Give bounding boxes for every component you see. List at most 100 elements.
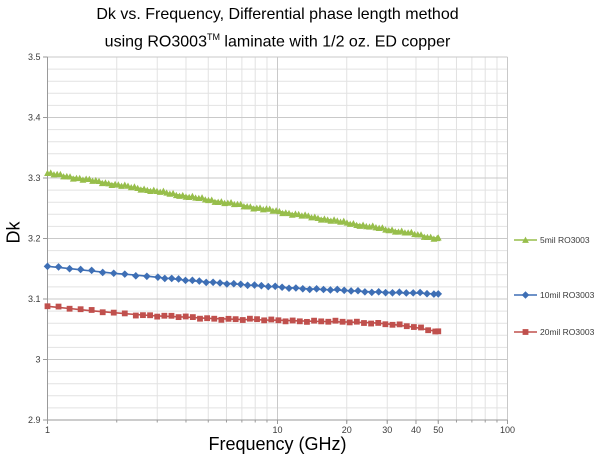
data-point-marker — [175, 314, 182, 321]
y-tick-label: 3.5 — [28, 52, 41, 62]
data-point-marker — [264, 282, 273, 291]
data-point-marker — [423, 289, 431, 298]
legend-label: 20mil RO3003 — [540, 327, 595, 337]
data-point-marker — [275, 207, 283, 215]
y-tick-label: 3.2 — [28, 234, 41, 244]
data-point-marker — [261, 317, 268, 324]
data-point-marker — [120, 270, 129, 278]
chart-title-line2: using RO3003TM laminate with 1/2 oz. ED … — [104, 32, 451, 51]
data-point-marker — [110, 309, 117, 316]
data-point-marker — [381, 288, 390, 297]
data-point-marker — [325, 318, 332, 325]
data-point-marker — [266, 205, 274, 212]
x-tick-label: 50 — [433, 425, 443, 435]
data-point-marker — [522, 236, 529, 243]
data-point-marker — [432, 328, 439, 335]
data-point-marker — [54, 263, 63, 271]
data-point-marker — [232, 316, 239, 323]
x-tick-label: 100 — [500, 425, 515, 435]
data-point-marker — [374, 288, 383, 296]
data-point-marker — [299, 284, 307, 293]
data-point-marker — [246, 203, 254, 210]
data-point-marker — [204, 315, 211, 322]
data-point-marker — [121, 310, 128, 317]
data-point-marker — [396, 321, 403, 328]
chart-title: Dk vs. Frequency, Differential phase len… — [0, 3, 555, 53]
data-point-marker — [402, 289, 411, 297]
data-point-marker — [375, 320, 382, 326]
data-point-marker — [416, 288, 424, 297]
data-point-marker — [340, 286, 348, 295]
data-point-marker — [304, 318, 310, 325]
data-point-marker — [168, 312, 175, 319]
chart-series-5mil-ro3003 — [44, 169, 442, 242]
x-tick-label: 10 — [272, 425, 282, 435]
x-axis-title: Frequency (GHz) — [208, 434, 347, 454]
data-point-marker — [143, 272, 151, 281]
data-point-marker — [195, 277, 204, 285]
data-point-marker — [76, 265, 85, 274]
data-point-marker — [55, 303, 62, 310]
data-point-marker — [189, 314, 196, 320]
data-point-marker — [388, 288, 397, 297]
data-point-marker — [66, 305, 73, 312]
data-point-marker — [161, 274, 169, 283]
data-point-marker — [312, 285, 321, 293]
data-point-marker — [154, 313, 161, 320]
y-tick-label: 3 — [35, 355, 40, 365]
data-point-marker — [403, 323, 410, 330]
data-point-marker — [65, 264, 74, 273]
legend-entry-10mil-ro3003: 10mil RO3003 — [514, 290, 595, 300]
data-point-marker — [132, 312, 139, 319]
data-point-marker — [44, 303, 51, 310]
data-point-marker — [285, 284, 293, 293]
data-point-marker — [218, 316, 225, 323]
data-point-marker — [425, 327, 432, 334]
data-point-marker — [382, 321, 389, 328]
data-point-marker — [305, 285, 314, 294]
data-point-marker — [407, 228, 415, 236]
data-point-marker — [181, 276, 190, 285]
data-point-marker — [521, 291, 530, 299]
data-point-marker — [169, 189, 177, 197]
data-point-marker — [147, 312, 153, 319]
data-point-marker — [182, 313, 189, 320]
data-point-marker — [257, 281, 266, 290]
data-point-marker — [239, 317, 246, 323]
data-point-marker — [346, 319, 353, 326]
data-point-marker — [409, 289, 417, 297]
data-point-marker — [268, 316, 275, 323]
chart-series-10mil-ro3003 — [43, 262, 443, 298]
data-point-marker — [378, 224, 386, 231]
x-tick-label: 30 — [382, 425, 392, 435]
data-point-marker — [395, 288, 404, 297]
data-point-marker — [326, 286, 335, 294]
legend-label: 5mil RO3003 — [540, 235, 590, 245]
data-point-marker — [417, 231, 425, 238]
data-point-marker — [389, 321, 396, 328]
data-point-marker — [188, 276, 197, 285]
data-point-marker — [278, 283, 286, 292]
data-point-marker — [230, 279, 238, 288]
data-point-marker — [223, 280, 231, 288]
data-point-marker — [434, 290, 443, 298]
data-point-marker — [243, 281, 252, 290]
x-tick-label: 1 — [45, 425, 50, 435]
data-point-marker — [282, 318, 289, 325]
data-point-marker — [410, 324, 417, 330]
series-line — [47, 305, 439, 333]
data-point-marker — [98, 268, 107, 277]
legend-entry-20mil-ro3003: 20mil RO3003 — [514, 327, 595, 337]
legend-label: 10mil RO3003 — [540, 290, 595, 300]
y-tick-label: 3.3 — [28, 173, 41, 183]
data-point-marker — [353, 318, 360, 325]
y-tick-label: 3.4 — [28, 113, 41, 123]
data-point-marker — [368, 320, 375, 327]
x-tick-label: 40 — [411, 425, 421, 435]
data-point-marker — [66, 173, 74, 180]
data-point-marker — [161, 312, 168, 319]
data-point-marker — [87, 266, 96, 275]
y-tick-label: 2.9 — [28, 415, 41, 425]
